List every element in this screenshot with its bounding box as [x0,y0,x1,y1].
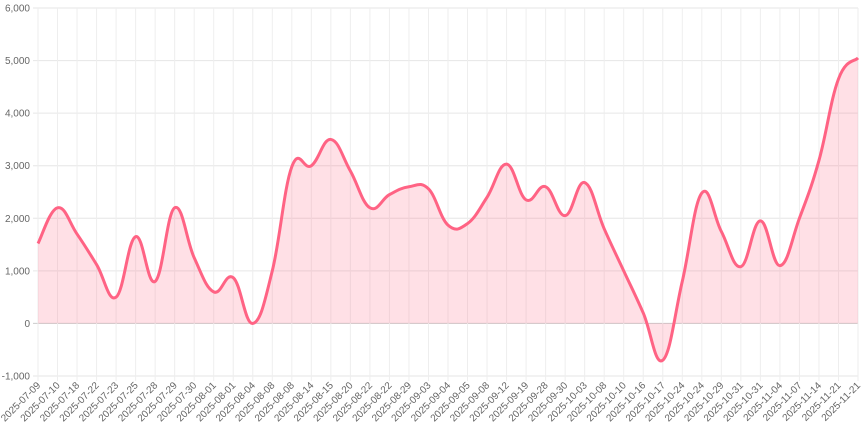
y-tick-label: -1,000 [2,372,31,383]
area [38,57,858,361]
y-tick-label: 0 [24,319,30,330]
y-tick-label: 1,000 [5,266,30,277]
y-tick-label: 4,000 [5,109,30,120]
line [36,56,860,363]
y-tick-label: 6,000 [5,4,30,15]
y-tick-label: 2,000 [5,214,30,225]
y-tick-label: 3,000 [5,161,30,172]
y-tick-label: 5,000 [5,56,30,67]
